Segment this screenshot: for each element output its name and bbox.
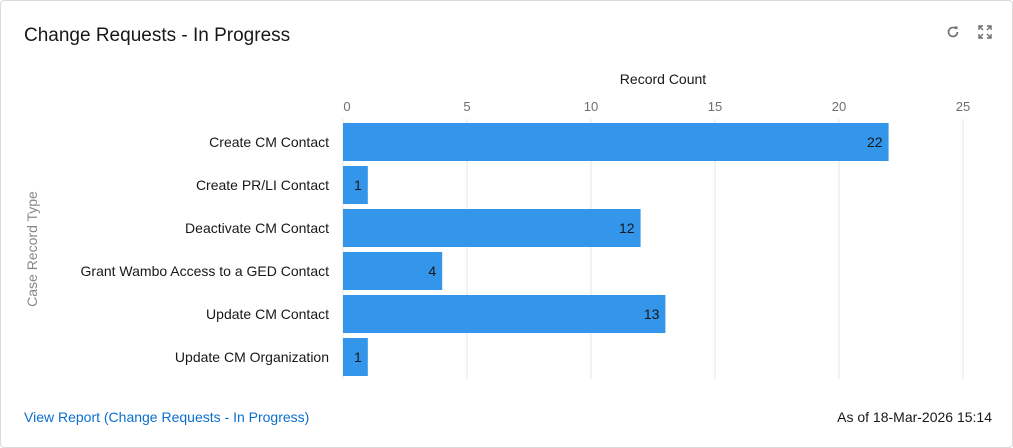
x-tick-label: 10: [584, 99, 598, 114]
bar[interactable]: [343, 295, 666, 333]
bar[interactable]: [343, 252, 443, 290]
data-label: 12: [619, 220, 635, 236]
category-label: Create PR/LI Contact: [196, 177, 329, 193]
y-axis-title: Case Record Type: [24, 191, 40, 307]
expand-icon[interactable]: [976, 23, 994, 41]
x-axis-ticks: 0 5 10 15 20 25: [343, 99, 970, 114]
data-label: 1: [354, 177, 362, 193]
x-tick-label: 5: [463, 99, 470, 114]
bar-chart: Record Count Case Record Type 0 5 10 15 20 25…: [24, 71, 970, 379]
chart-grid: [342, 119, 964, 379]
x-tick-label: 0: [343, 99, 350, 114]
card-toolbar: [944, 23, 994, 41]
category-label: Deactivate CM Contact: [185, 220, 329, 236]
refresh-icon[interactable]: [944, 23, 962, 41]
category-labels: Create CM Contact Create PR/LI Contact Dea…: [81, 134, 330, 365]
view-report-link[interactable]: View Report (Change Requests - In Progre…: [24, 409, 310, 425]
category-label: Update CM Contact: [206, 306, 329, 322]
x-tick-label: 20: [832, 99, 846, 114]
as-of-timestamp: As of 18-Mar-2026 15:14: [837, 409, 992, 425]
bar[interactable]: [343, 123, 889, 161]
category-label: Update CM Organization: [175, 349, 329, 365]
bar[interactable]: [343, 338, 368, 376]
x-axis-title: Record Count: [620, 71, 706, 87]
category-label: Grant Wambo Access to a GED Contact: [81, 263, 330, 279]
bar[interactable]: [343, 209, 641, 247]
bar[interactable]: [343, 166, 368, 204]
data-label: 4: [428, 263, 436, 279]
x-tick-label: 25: [956, 99, 970, 114]
data-labels: 22 1 12 4 13 1: [354, 134, 883, 365]
chart-bars: [343, 123, 889, 376]
data-label: 13: [644, 306, 660, 322]
data-label: 1: [354, 349, 362, 365]
card-title: Change Requests - In Progress: [24, 25, 291, 46]
data-label: 22: [867, 134, 883, 150]
x-tick-label: 15: [708, 99, 722, 114]
category-label: Create CM Contact: [209, 134, 329, 150]
